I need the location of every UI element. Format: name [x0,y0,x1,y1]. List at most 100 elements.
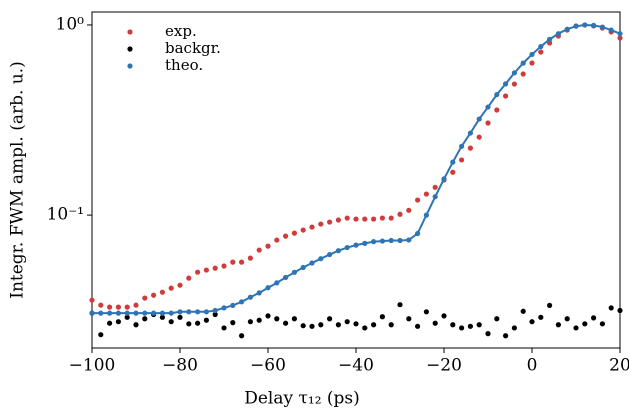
data-point [335,322,341,328]
data-point [291,316,297,322]
data-point [291,230,297,236]
data-point [212,265,218,271]
data-point [300,227,306,233]
data-point [415,230,421,237]
legend-label: backgr. [165,39,221,57]
data-point [265,313,271,319]
data-point [239,333,245,339]
data-point [300,264,306,271]
data-point [406,316,412,322]
data-point [485,331,491,337]
data-point [371,216,377,222]
data-point [467,145,473,151]
data-point [142,316,148,322]
data-point [547,302,553,309]
data-point [159,310,165,316]
data-point [494,107,500,113]
legend-marker [127,29,133,35]
data-point [450,169,456,175]
data-point [494,316,500,322]
data-point [423,212,429,218]
data-point [89,297,95,303]
data-point [291,269,297,275]
data-point [388,215,394,221]
data-point [151,292,157,298]
data-point [239,299,245,305]
data-point [230,259,236,265]
data-point [415,323,421,329]
data-point [142,295,148,301]
x-tick-label: −60 [250,356,286,376]
data-point [344,215,350,221]
data-point [547,36,553,42]
data-point [485,104,491,110]
data-point [212,311,218,318]
data-point [397,237,403,244]
data-point [186,309,192,315]
data-point [564,26,570,32]
data-point [520,308,526,314]
data-point [432,320,438,326]
data-point [608,305,614,311]
data-point [503,93,509,99]
data-point [573,23,579,29]
data-point [221,325,227,331]
data-point [203,309,209,315]
data-point [124,310,130,316]
data-point [318,322,324,328]
data-point [503,333,509,339]
data-point [133,302,139,308]
data-point [362,325,368,331]
data-point [212,307,218,314]
data-point [133,322,139,328]
data-point [432,194,438,200]
data-point [274,237,280,243]
data-point [371,322,377,328]
data-point [230,302,236,309]
data-point [432,184,438,190]
data-point [582,321,588,327]
data-point [555,322,562,328]
data-point [309,260,315,266]
data-point [388,237,394,244]
data-point [115,310,121,316]
legend-marker [127,63,133,69]
x-tick-label: −20 [426,356,462,376]
data-point [98,332,104,338]
data-point [344,319,350,325]
data-point [221,305,227,311]
data-point [476,134,482,140]
data-point [617,35,623,41]
data-point [124,304,130,310]
data-point [511,325,517,331]
data-point [459,157,465,163]
data-point [441,176,447,182]
data-point [283,274,289,281]
x-tick-label: −40 [338,356,374,376]
data-point [327,316,333,322]
data-point [476,116,482,122]
data-point [599,321,606,327]
data-point [230,320,236,326]
data-point [353,242,359,248]
data-point [283,320,289,326]
data-point [195,320,201,326]
data-point [379,215,385,221]
data-point [177,282,183,288]
data-point [608,27,614,33]
data-point [300,323,306,329]
data-point [177,314,183,320]
data-point [511,70,517,76]
data-point [538,43,544,50]
data-point [423,191,429,197]
data-point [142,310,148,316]
data-point [397,302,403,308]
data-point [168,319,174,325]
data-point [441,313,447,319]
data-point [327,251,333,258]
data-point [555,31,562,37]
data-point [318,221,324,227]
data-point [133,310,139,316]
data-point [115,319,121,325]
